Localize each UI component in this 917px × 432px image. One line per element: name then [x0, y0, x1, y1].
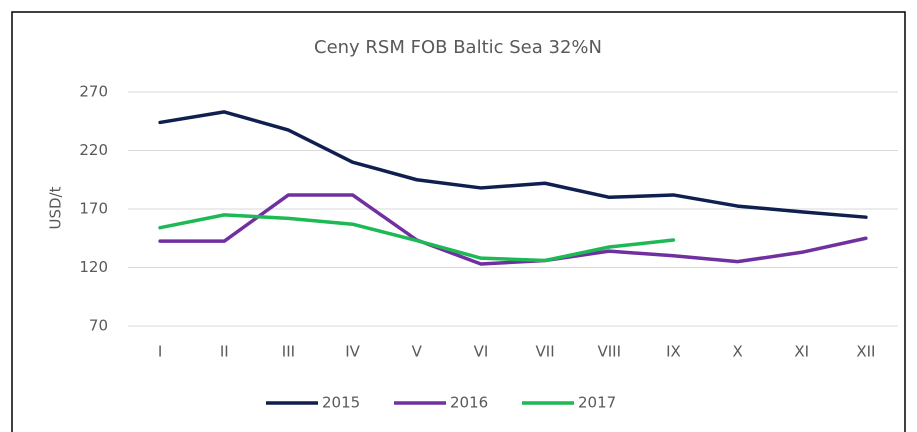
y-tick-label: 220	[79, 141, 108, 159]
y-tick-label: 70	[89, 317, 108, 335]
x-tick-label: II	[220, 343, 229, 361]
x-tick-label: VII	[536, 343, 555, 361]
x-tick-label: XI	[794, 343, 809, 361]
x-tick-label: V	[412, 343, 423, 361]
legend-label: 2017	[578, 394, 616, 412]
series-line	[158, 110, 868, 219]
x-tick-label: III	[282, 343, 295, 361]
x-tick-label: VIII	[597, 343, 621, 361]
x-tick-label: XII	[856, 343, 875, 361]
y-tick-label: 170	[79, 200, 108, 218]
series-line	[158, 193, 868, 266]
x-tick-label: X	[732, 343, 742, 361]
y-tick-label: 270	[79, 83, 108, 101]
x-tick-label: I	[158, 343, 162, 361]
chart-title: Ceny RSM FOB Baltic Sea 32%N	[314, 37, 602, 58]
x-tick-label: VI	[474, 343, 489, 361]
series-line	[158, 213, 676, 263]
frame	[11, 11, 906, 432]
y-axis-label: USD/t	[47, 186, 65, 229]
x-tick-label: IV	[345, 343, 360, 361]
legend-label: 2015	[322, 394, 360, 412]
legend-label: 2016	[450, 394, 488, 412]
x-tick-label: IX	[666, 343, 681, 361]
y-tick-label: 120	[79, 258, 108, 276]
